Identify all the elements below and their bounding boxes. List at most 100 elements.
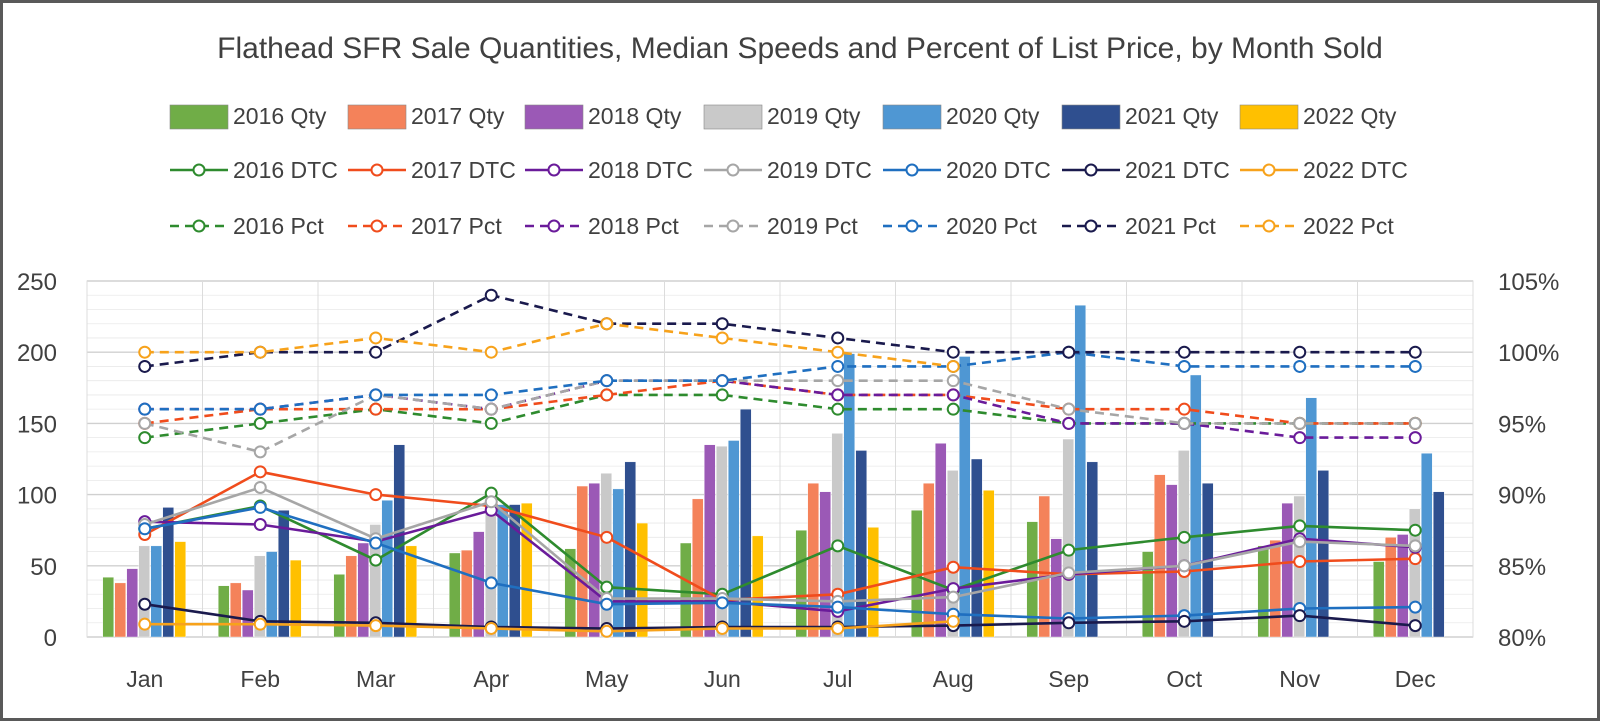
left-axis-tick-label: 100: [17, 483, 57, 510]
bar-2020-qty-nov: [1305, 397, 1317, 638]
dtc-point-2022-dtc-jan: [138, 617, 152, 631]
pct-point-2022-pct-aug: [946, 359, 960, 373]
x-axis-category-label: Mar: [356, 666, 396, 692]
legend: 2016 Qty 2017 Qty 2018 Qty 2019 Qty 2020 Qty…: [169, 103, 1408, 239]
bar-series-group: [102, 305, 1445, 638]
pct-line-2020-pct: [144, 350, 1416, 411]
dtc-point-2022-dtc-jul: [831, 621, 845, 635]
bar-2022-qty-jan: [174, 541, 186, 638]
pct-point-2021-pct-jun: [715, 317, 729, 331]
dtc-point-2021-dtc-jan: [138, 597, 152, 611]
legend-swatch-2019-qty: [703, 104, 763, 130]
bar-2018-qty-jun: [704, 444, 716, 638]
bar-2019-qty-jun: [716, 445, 728, 638]
dtc-point-2021-dtc-sep: [1062, 616, 1076, 630]
bar-2017-qty-aug: [923, 483, 935, 638]
bar-2017-qty-sep: [1038, 495, 1050, 638]
dtc-line-2020-dtc: [144, 506, 1416, 620]
dtc-line-2021-dtc: [144, 602, 1416, 630]
x-axis-category-label: Dec: [1395, 666, 1436, 692]
legend-marker-2021-pct: [1084, 219, 1098, 233]
bar-2020-qty-oct: [1190, 374, 1202, 638]
dtc-point-2020-dtc-feb: [253, 500, 267, 514]
bar-2021-qty-apr: [509, 504, 521, 638]
bar-2017-qty-dec: [1385, 537, 1397, 638]
legend-marker-2022-pct: [1262, 219, 1276, 233]
x-axis-category-label: Nov: [1279, 666, 1320, 692]
dtc-point-2022-dtc-apr: [484, 621, 498, 635]
bar-2022-qty-feb: [290, 559, 302, 638]
pct-point-2020-pct-feb: [253, 402, 267, 416]
legend-marker-2017-dtc: [370, 163, 384, 177]
dtc-line-2016-dtc: [144, 491, 1416, 596]
bar-2021-qty-aug: [971, 458, 983, 638]
dtc-point-2022-dtc-aug: [946, 614, 960, 628]
dtc-point-2019-dtc-oct: [1177, 559, 1191, 573]
pct-point-2016-pct-jul: [831, 402, 845, 416]
dtc-point-2017-dtc-mar: [369, 488, 383, 502]
pct-point-2018-pct-aug: [946, 388, 960, 402]
pct-point-2018-pct-dec: [1408, 431, 1422, 445]
bar-2022-qty-jul: [867, 527, 879, 638]
bar-2016-qty-jun: [680, 542, 692, 638]
dtc-point-2017-dtc-nov: [1293, 555, 1307, 569]
pct-point-2022-pct-jul: [831, 345, 845, 359]
pct-point-2020-pct-dec: [1408, 359, 1422, 373]
pct-point-2019-pct-feb: [253, 445, 267, 459]
legend-label: 2020 Pct: [946, 213, 1037, 239]
legend-label: 2018 Qty: [588, 103, 682, 129]
bar-2021-qty-mar: [393, 444, 405, 638]
bar-2020-qty-dec: [1421, 453, 1433, 638]
x-axis-category-label: Oct: [1166, 666, 1202, 692]
bar-2016-qty-feb: [218, 585, 230, 638]
right-axis-tick-label: 85%: [1498, 554, 1546, 581]
legend-label: 2018 DTC: [588, 157, 693, 183]
bar-2017-qty-jul: [807, 483, 819, 638]
bar-2022-qty-mar: [405, 545, 417, 638]
pct-point-2019-pct-aug: [946, 374, 960, 388]
bar-2019-qty-jan: [138, 545, 150, 638]
legend-swatch-2020-qty: [882, 104, 942, 130]
pct-point-2018-pct-sep: [1062, 416, 1076, 430]
pct-point-2018-pct-nov: [1293, 431, 1307, 445]
dtc-point-2021-dtc-dec: [1408, 619, 1422, 633]
pct-line-2019-pct: [144, 379, 1416, 454]
right-axis-tick-label: 90%: [1498, 483, 1546, 510]
bar-2018-qty-aug: [935, 443, 947, 638]
bar-2020-qty-aug: [959, 356, 971, 638]
legend-marker-2016-dtc: [192, 163, 206, 177]
legend-label: 2020 DTC: [946, 157, 1051, 183]
pct-point-2022-pct-feb: [253, 345, 267, 359]
x-axis-category-label: Aug: [933, 666, 974, 692]
dtc-point-2022-dtc-jun: [715, 621, 729, 635]
pct-point-2016-pct-aug: [946, 402, 960, 416]
pct-point-2021-pct-jul: [831, 331, 845, 345]
dtc-point-2020-dtc-may: [600, 597, 614, 611]
bar-2016-qty-nov: [1257, 545, 1269, 638]
bar-2016-qty-jul: [795, 530, 807, 638]
legend-marker-2019-pct: [726, 219, 740, 233]
x-axis-category-label: May: [585, 666, 629, 692]
pct-point-2019-pct-nov: [1293, 416, 1307, 430]
legend-label: 2016 Qty: [233, 103, 327, 129]
legend-marker-2022-dtc: [1262, 163, 1276, 177]
pct-point-2021-pct-oct: [1177, 345, 1191, 359]
pct-point-2020-pct-jul: [831, 359, 845, 373]
bar-2018-qty-apr: [473, 531, 485, 638]
dtc-point-2016-dtc-jul: [831, 539, 845, 553]
legend-label: 2017 Pct: [411, 213, 502, 239]
dtc-point-2020-dtc-jun: [715, 596, 729, 610]
pct-point-2020-pct-oct: [1177, 359, 1191, 373]
pct-point-2017-pct-mar: [369, 402, 383, 416]
pct-point-2022-pct-jun: [715, 331, 729, 345]
bar-2018-qty-feb: [242, 589, 254, 638]
x-axis-category-label: Jun: [704, 666, 741, 692]
bar-2019-qty-mar: [369, 524, 381, 638]
bar-2019-qty-aug: [947, 470, 959, 638]
pct-point-2022-pct-jan: [138, 345, 152, 359]
combo-chart: Flathead SFR Sale Quantities, Median Spe…: [17, 32, 1559, 692]
bar-2018-qty-mar: [357, 542, 369, 638]
dtc-point-2016-dtc-dec: [1408, 523, 1422, 537]
right-axis-tick-label: 80%: [1498, 625, 1546, 652]
legend-label: 2022 Qty: [1303, 103, 1397, 129]
